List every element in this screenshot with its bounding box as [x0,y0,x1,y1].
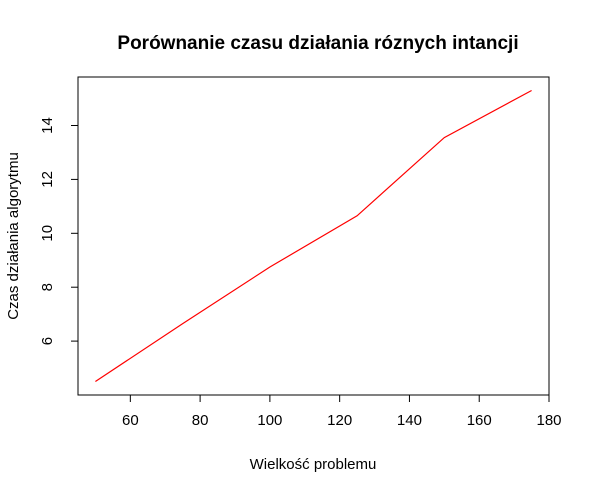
x-tick-label: 60 [122,412,139,429]
chart-title: Porównanie czasu działania róznych intan… [117,33,518,54]
x-tick-label: 80 [192,412,209,429]
x-tick-label: 100 [257,412,282,429]
y-tick-label: 12 [39,171,56,188]
y-axis-label: Czas działania algorytmu [5,152,22,320]
x-tick-label: 140 [397,412,422,429]
y-tick-label: 6 [39,337,56,345]
x-axis: 60 80 100 120 140 160 180 [122,394,562,429]
y-tick-label: 8 [39,283,56,291]
y-tick-label: 14 [39,117,56,134]
plot-frame [77,76,550,396]
x-tick-label: 160 [467,412,492,429]
x-tick-label: 180 [536,412,561,429]
series-line [95,89,532,383]
y-axis: 6 8 10 12 14 [39,117,79,345]
x-axis-label: Wielkość problemu [250,456,377,473]
x-tick-label: 120 [327,412,352,429]
y-tick-label: 10 [39,225,56,242]
